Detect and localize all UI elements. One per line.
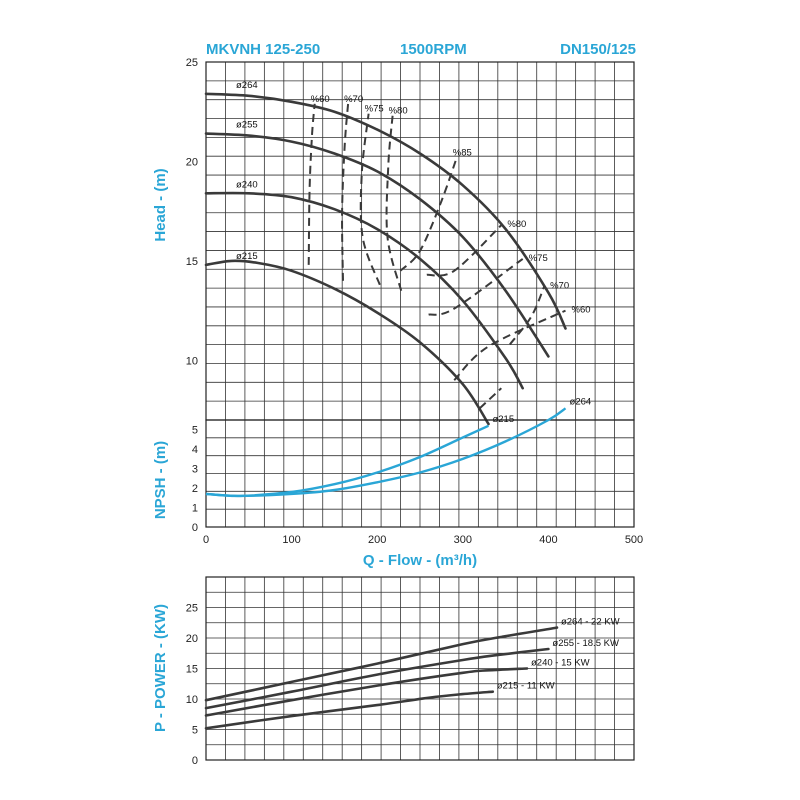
power-curve-label: ø264 - 22 KW (561, 617, 620, 628)
efficiency-line (341, 103, 350, 281)
power-y-tick: 10 (186, 694, 198, 706)
npsh-frame (205, 419, 635, 528)
power-axis-title: P - POWER - (KW) (152, 604, 169, 732)
power-curve-label: ø215 - 11 KW (497, 681, 555, 692)
flow-x-tick: 300 (454, 534, 472, 546)
npsh-chart-panel: 0 1 2 3 4 5 0 100 200 300 400 500 ø215 ø264 (192, 396, 643, 546)
chart-header-size: DN150/125 (560, 41, 636, 58)
flow-x-tick: 200 (368, 534, 386, 546)
flow-x-tick: 0 (203, 534, 209, 546)
head-curve (204, 132, 550, 358)
npsh-curve (205, 407, 567, 498)
efficiency-line (307, 103, 316, 265)
npsh-y-tick: 2 (192, 483, 198, 495)
efficiency-label: %75 (529, 253, 548, 264)
power-curve (204, 626, 559, 702)
head-y-tick: 15 (186, 256, 198, 268)
head-curve-label: ø215 (236, 251, 258, 262)
npsh-y-tick: 1 (192, 503, 198, 515)
power-curve (204, 667, 529, 717)
head-curve-label: ø240 (236, 179, 258, 190)
chart-header-model: MKVNH 125-250 (206, 41, 320, 58)
efficiency-line (385, 115, 403, 291)
power-y-tick: 0 (192, 755, 198, 767)
npsh-curve-label: ø215 (492, 414, 514, 425)
power-y-tick: 5 (192, 725, 198, 737)
power-y-tick: 15 (186, 664, 198, 676)
efficiency-label: %60 (572, 305, 591, 316)
power-frame (205, 576, 635, 761)
chart-header-speed: 1500RPM (400, 41, 467, 58)
power-curve-label: ø240 - 15 KW (531, 658, 590, 669)
head-y-tick: 10 (186, 355, 198, 367)
efficiency-line (509, 286, 546, 346)
head-y-tick: 20 (186, 156, 198, 168)
npsh-curve-label: ø264 (570, 396, 592, 407)
npsh-curve (205, 424, 490, 498)
head-axis-title: Head - (m) (152, 168, 169, 241)
head-curve-label: ø264 (236, 80, 258, 91)
npsh-y-tick: 5 (192, 425, 198, 437)
efficiency-line (428, 258, 524, 316)
efficiency-line (426, 224, 502, 277)
npsh-y-tick: 4 (192, 444, 198, 456)
efficiency-label: %70 (550, 281, 569, 292)
npsh-axis-title: NPSH - (m) (152, 441, 169, 519)
efficiency-label: %80 (389, 106, 408, 117)
head-curve-label: ø255 (236, 120, 258, 131)
npsh-y-tick: 0 (192, 522, 198, 534)
head-curve (204, 92, 567, 330)
flow-x-tick: 400 (539, 534, 557, 546)
efficiency-line (479, 387, 502, 409)
power-curve-label: ø255 - 18.5 KW (552, 638, 619, 649)
head-curve (204, 191, 524, 390)
efficiency-line (453, 309, 566, 381)
power-curve (204, 690, 495, 730)
efficiency-label: %85 (453, 147, 472, 158)
head-y-tick: 25 (186, 57, 198, 69)
flow-axis-title: Q - Flow - (m³/h) (363, 552, 477, 569)
efficiency-label: %70 (344, 94, 363, 105)
head-curve (204, 259, 490, 426)
power-curve (204, 647, 550, 710)
efficiency-line (359, 113, 381, 286)
power-chart-panel: 0 5 10 15 20 25 ø264 - 22 KW ø255 - 18.5 KW ø240… (186, 576, 635, 767)
power-y-tick: 25 (186, 603, 198, 615)
efficiency-label: %60 (311, 94, 330, 105)
power-y-tick: 20 (186, 633, 198, 645)
npsh-y-tick: 3 (192, 464, 198, 476)
flow-x-tick: 100 (282, 534, 300, 546)
efficiency-label: %80 (507, 219, 526, 230)
efficiency-label: %75 (365, 104, 384, 115)
flow-x-tick: 500 (625, 534, 643, 546)
